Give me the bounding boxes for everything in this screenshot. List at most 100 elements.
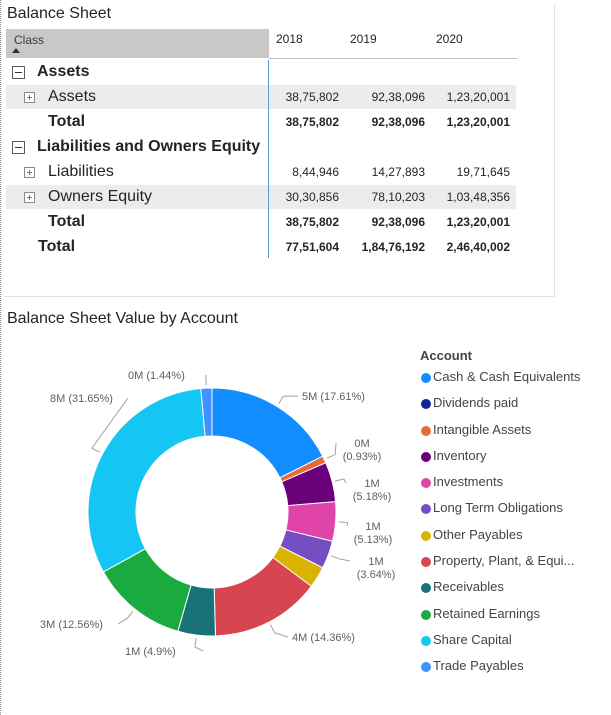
legend-item-long-term-obligations[interactable]: Long Term Obligations — [420, 500, 610, 526]
data-label-trade-payables: 0M (1.44%) — [128, 370, 185, 382]
row-liabilities-equity-total: Total 38,75,802 92,38,096 1,23,20,001 — [6, 210, 516, 234]
row-label: Total — [48, 213, 86, 230]
leader-line-inventory — [335, 478, 347, 484]
legend-item-retained-earnings[interactable]: Retained Earnings — [420, 606, 610, 632]
value-2019: 92,38,096 — [371, 90, 425, 104]
legend-item-other-payables[interactable]: Other Payables — [420, 527, 610, 553]
data-label-retained-earnings: 3M (12.56%) — [40, 619, 103, 631]
year-header-2020[interactable]: 2020 — [436, 32, 463, 46]
row-group-assets: Assets — [6, 60, 516, 84]
legend-marker-icon — [421, 662, 431, 673]
legend-label: Dividends paid — [433, 395, 519, 411]
legend-item-share-capital[interactable]: Share Capital — [420, 632, 610, 658]
header-divider — [269, 58, 517, 59]
legend-item-cash-cash-equivalents[interactable]: Cash & Cash Equivalents — [420, 369, 610, 395]
donut-legend: Account Cash & Cash Equivalents Dividends… — [420, 348, 610, 685]
data-label-property-plant-equi: 4M (14.36%) — [292, 632, 355, 644]
leader-line-intangible-assets — [326, 442, 337, 459]
row-group-liabilities-equity: Liabilities and Owners Equity — [6, 135, 516, 159]
legend-label: Retained Earnings — [433, 605, 540, 621]
value-2020: 1,23,20,001 — [446, 115, 510, 129]
donut-slice-share-capital[interactable] — [87, 387, 206, 573]
expand-icon[interactable] — [24, 167, 35, 178]
data-label-share-capital: 8M (31.65%) — [50, 393, 113, 405]
legend-title: Account — [420, 348, 472, 363]
collapse-icon[interactable] — [12, 141, 25, 154]
value-2018: 8,44,946 — [292, 165, 339, 179]
value-2018: 77,51,604 — [285, 240, 339, 254]
leader-line-receivables — [194, 637, 204, 652]
year-header-2018[interactable]: 2018 — [276, 32, 303, 46]
data-label-intangible-assets: 0M (0.93%) — [343, 438, 382, 463]
value-2019: 14,27,893 — [371, 165, 425, 179]
row-label: Liabilities — [48, 163, 114, 180]
class-column-header[interactable]: Class — [6, 29, 269, 58]
value-2019: 78,10,203 — [371, 190, 425, 204]
legend-label: Receivables — [433, 579, 504, 595]
balance-sheet-visual[interactable] — [4, 4, 555, 297]
donut-slice-trade-payables[interactable] — [200, 387, 213, 437]
expand-icon[interactable] — [24, 192, 35, 203]
row-assets: Assets 38,75,802 92,38,096 1,23,20,001 — [6, 85, 516, 109]
legend-label: Property, Plant, & Equi... — [433, 553, 575, 569]
data-label-inventory: 1M (5.18%) — [353, 478, 392, 503]
value-2019: 92,38,096 — [371, 215, 425, 229]
leader-line-share-capital — [91, 397, 129, 453]
year-header-2019[interactable]: 2019 — [350, 32, 377, 46]
value-2018: 30,30,856 — [285, 190, 339, 204]
row-label: Assets — [48, 88, 97, 105]
value-2020: 19,71,645 — [456, 165, 510, 179]
donut-chart[interactable]: 5M (17.61%) 0M (0.93%) 1M (5.18%) 1M (5.13%) 1M… — [0, 330, 420, 715]
legend-marker-icon — [421, 451, 431, 462]
legend-item-receivables[interactable]: Receivables — [420, 579, 610, 605]
value-2019: 92,38,096 — [371, 115, 425, 129]
legend-marker-icon — [421, 530, 431, 541]
class-header-label: Class — [14, 33, 45, 47]
legend-item-dividends-paid[interactable]: Dividends paid — [420, 395, 610, 421]
collapse-icon[interactable] — [12, 66, 25, 79]
legend-marker-icon — [421, 583, 431, 594]
value-2020: 1,03,48,356 — [446, 190, 510, 204]
row-grand-total: Total 77,51,604 1,84,76,192 2,46,40,002 — [6, 235, 516, 259]
value-2018: 38,75,802 — [285, 90, 339, 104]
legend-marker-icon — [421, 504, 431, 515]
row-label: Owners Equity — [48, 188, 153, 205]
legend-label: Investments — [433, 474, 504, 490]
row-label: Total — [38, 238, 76, 255]
value-2020: 1,23,20,001 — [446, 215, 510, 229]
legend-marker-icon — [421, 399, 431, 410]
leader-line-long-term-obligations — [331, 555, 351, 562]
legend-label: Trade Payables — [433, 658, 524, 674]
legend-item-investments[interactable]: Investments — [420, 474, 610, 500]
legend-label: Intangible Assets — [433, 421, 532, 437]
data-label-receivables: 1M (4.9%) — [125, 646, 176, 658]
legend-item-property-plant-equi[interactable]: Property, Plant, & Equi... — [420, 553, 610, 579]
data-label-long-term-obligations: 1M (3.64%) — [357, 556, 396, 581]
leader-line-cash-cash-equivalents — [278, 395, 299, 405]
row-owners-equity: Owners Equity 30,30,856 78,10,203 1,03,4… — [6, 185, 516, 209]
legend-label: Long Term Obligations — [433, 500, 563, 516]
legend-marker-icon — [421, 557, 431, 568]
row-assets-total: Total 38,75,802 92,38,096 1,23,20,001 — [6, 110, 516, 134]
donut-chart-title: Balance Sheet Value by Account — [7, 310, 238, 327]
leader-line-property-plant-equi — [270, 624, 289, 638]
value-2020: 2,46,40,002 — [446, 240, 510, 254]
sort-ascending-icon[interactable] — [12, 48, 20, 53]
legend-item-intangible-assets[interactable]: Intangible Assets — [420, 422, 610, 448]
legend-item-inventory[interactable]: Inventory — [420, 448, 610, 474]
legend-item-trade-payables[interactable]: Trade Payables — [420, 658, 610, 684]
row-label: Total — [48, 113, 86, 130]
value-2019: 1,84,76,192 — [361, 240, 425, 254]
visual-border-dots — [0, 0, 1, 715]
legend-label: Cash & Cash Equivalents — [433, 369, 581, 384]
expand-icon[interactable] — [24, 92, 35, 103]
data-label-investments: 1M (5.13%) — [354, 521, 393, 546]
legend-label: Share Capital — [433, 631, 512, 647]
legend-marker-icon — [421, 635, 431, 646]
leader-line-retained-earnings — [117, 611, 134, 625]
legend-marker-icon — [421, 373, 431, 383]
row-header-divider — [268, 60, 269, 258]
value-2018: 38,75,802 — [285, 115, 339, 129]
legend-marker-icon — [421, 478, 431, 489]
row-label: Liabilities and Owners Equity — [37, 138, 261, 155]
